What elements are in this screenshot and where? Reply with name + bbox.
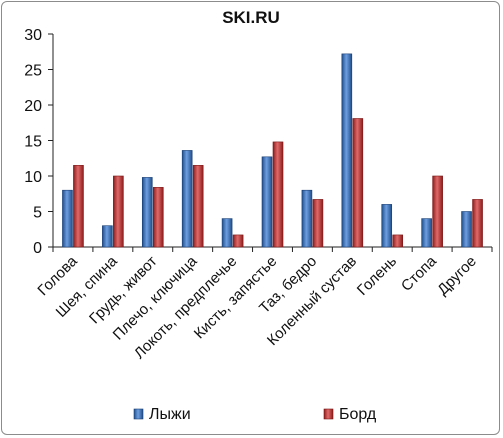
- legend-swatch: [323, 408, 334, 420]
- x-category-label: Стопа: [398, 252, 440, 294]
- y-tick-label: 25: [24, 63, 42, 80]
- bar-board: [152, 187, 164, 248]
- bar-board: [392, 234, 404, 248]
- bar-ski: [301, 189, 313, 248]
- bar-ski: [341, 53, 353, 248]
- bar-board: [432, 175, 443, 248]
- bar-board: [472, 199, 483, 248]
- bar-board: [272, 141, 284, 248]
- bar-ski: [141, 177, 153, 248]
- y-tick-label: 15: [24, 134, 42, 151]
- x-category-label: Голень: [354, 253, 400, 299]
- legend-label: Борд: [339, 406, 377, 423]
- y-tick-label: 20: [24, 98, 42, 115]
- bar-ski: [62, 189, 73, 248]
- y-tick-label: 0: [33, 240, 42, 257]
- bar-board: [352, 118, 364, 248]
- bar-board: [312, 199, 324, 248]
- bar-ski: [181, 150, 193, 248]
- bar-ski: [381, 204, 393, 248]
- y-tick-label: 5: [33, 205, 42, 222]
- bar-ski: [102, 225, 113, 248]
- bar-ski: [421, 218, 432, 248]
- bar-ski: [461, 211, 472, 248]
- bar-board: [73, 165, 84, 248]
- bar-ski: [261, 156, 273, 248]
- legend-swatch: [133, 408, 144, 420]
- chart-title: SKI.RU: [222, 8, 280, 27]
- x-category-label: Другое: [434, 253, 480, 299]
- bar-board: [113, 175, 124, 248]
- bar-board: [192, 165, 204, 248]
- legend-label: Лыжи: [149, 406, 191, 423]
- bar-board: [232, 234, 244, 248]
- y-tick-label: 10: [24, 169, 42, 186]
- y-tick-label: 30: [24, 27, 42, 44]
- bar-ski: [221, 218, 233, 248]
